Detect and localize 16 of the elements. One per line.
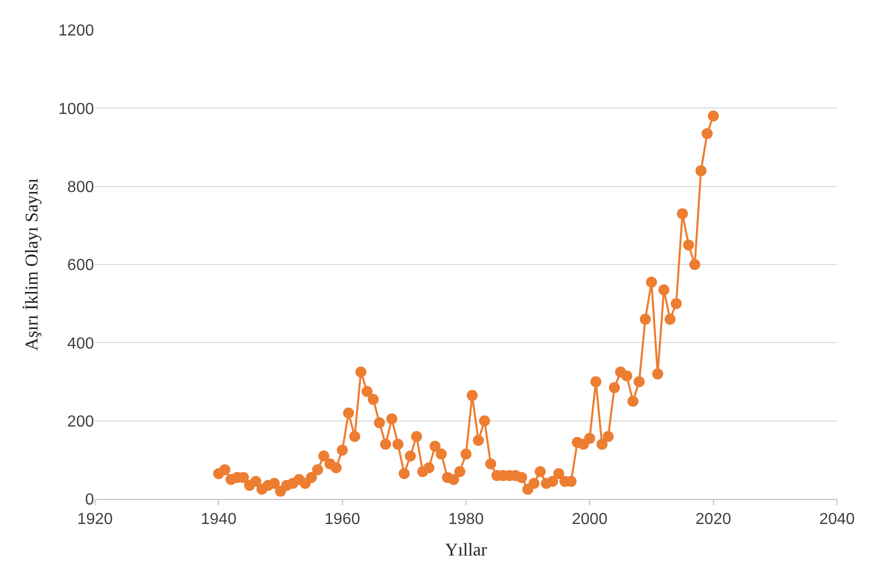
x-tick-label: 1920 bbox=[77, 511, 113, 528]
x-tick-label: 2000 bbox=[572, 511, 608, 528]
y-tick-label: 600 bbox=[67, 257, 94, 274]
x-tick-label: 2040 bbox=[819, 511, 855, 528]
x-tick-label: 1940 bbox=[200, 511, 237, 528]
x-tick-label: 1980 bbox=[448, 511, 484, 528]
y-tick-label: 800 bbox=[67, 178, 94, 196]
y-tick-label: 400 bbox=[67, 335, 94, 352]
y-tick-label: 1200 bbox=[58, 22, 94, 40]
y-axis-title: Aşırı İklim Olayı Sayısı bbox=[22, 178, 42, 351]
y-tick-label: 0 bbox=[85, 492, 94, 509]
y-tick-label: 1000 bbox=[58, 100, 94, 118]
x-tick-label: 2020 bbox=[696, 511, 732, 528]
x-axis-title: Yıllar bbox=[445, 539, 487, 560]
x-tick-label: 1960 bbox=[324, 511, 360, 528]
y-tick-label: 200 bbox=[67, 413, 94, 430]
